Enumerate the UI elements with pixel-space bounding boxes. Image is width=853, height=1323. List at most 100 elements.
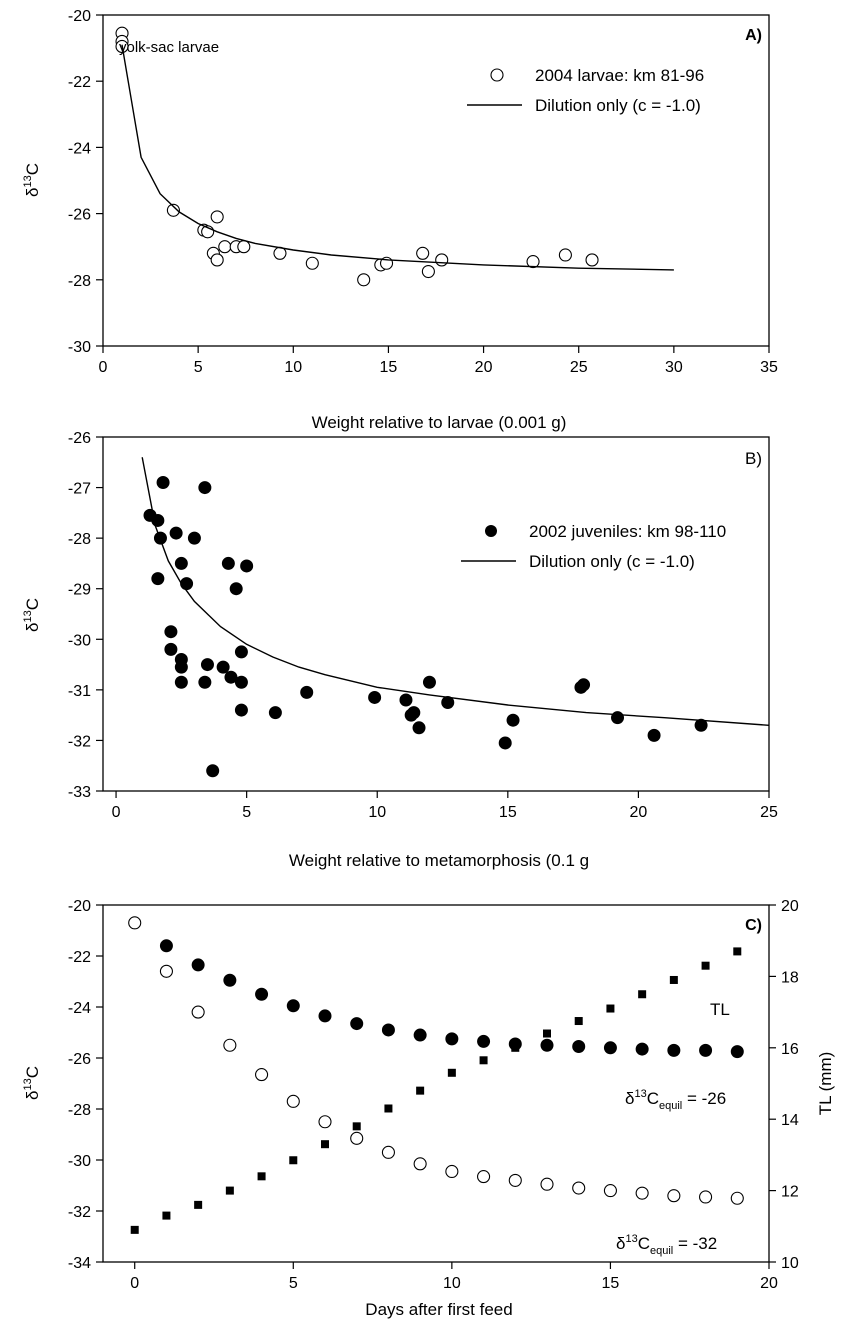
- data-point-filled: [240, 559, 254, 573]
- annotation-delta: δ: [625, 1089, 634, 1108]
- data-point-open: [477, 1170, 491, 1184]
- y-tick-label: -20: [68, 898, 91, 915]
- data-point-filled: [647, 728, 661, 742]
- data-point-filled: [198, 481, 212, 495]
- annotation-equil-26: δ13Cequil = -26: [625, 1088, 726, 1112]
- data-point-square: [257, 1172, 266, 1181]
- data-point-filled: [174, 556, 188, 570]
- x-tick-label: 15: [602, 1275, 620, 1292]
- data-point-open: [730, 1191, 744, 1205]
- x-tick-label: 25: [760, 804, 778, 821]
- data-point-filled: [506, 713, 520, 727]
- y-tick-label: -30: [68, 339, 91, 356]
- data-point-filled: [159, 939, 173, 953]
- data-point-square: [289, 1156, 298, 1165]
- data-point-filled: [174, 660, 188, 674]
- data-point-open: [416, 246, 430, 260]
- y-tick-label: -34: [68, 1255, 91, 1272]
- data-point-filled: [206, 764, 220, 778]
- y-tick-label: -28: [68, 531, 91, 548]
- plot-frame: [102, 14, 770, 347]
- data-point-filled: [234, 645, 248, 659]
- data-point-filled: [381, 1023, 395, 1037]
- series-line: [121, 44, 674, 271]
- data-point-open: [413, 1157, 427, 1171]
- data-point-square: [638, 990, 647, 999]
- annotation-equil-32: δ13Cequil = -32: [616, 1233, 717, 1257]
- data-point-square: [479, 1056, 488, 1065]
- data-point-square: [669, 975, 678, 984]
- y-axis-label-sup: 13: [22, 610, 34, 622]
- data-point-open: [435, 253, 449, 267]
- data-point-square: [606, 1004, 615, 1013]
- data-point-filled: [635, 1042, 649, 1056]
- y-axis-label-c: C: [23, 1066, 42, 1078]
- x-axis-label: Weight relative to metamorphosis (0.1 g: [289, 851, 589, 870]
- data-point-filled: [407, 706, 421, 720]
- data-point-filled: [234, 675, 248, 689]
- y-axis-label-c: C: [23, 598, 42, 610]
- data-point-open: [357, 273, 371, 287]
- data-point-square: [384, 1104, 393, 1113]
- data-point-filled: [169, 526, 183, 540]
- annotation-sub: equil: [659, 1100, 682, 1112]
- annotation-c: C: [638, 1234, 650, 1253]
- data-point-filled: [164, 642, 178, 656]
- x-axis-label: Weight relative to larvae (0.001 g): [312, 413, 567, 432]
- data-point-open: [699, 1190, 713, 1204]
- annotation-tl: TL: [710, 1000, 730, 1019]
- y-tick-label: -24: [68, 140, 91, 157]
- y2-tick-label: 18: [781, 969, 799, 986]
- data-point-open: [421, 264, 435, 279]
- data-point-filled: [180, 577, 194, 591]
- x-axis-label: Days after first feed: [365, 1300, 512, 1319]
- legend-label: 2002 juveniles: km 98-110: [529, 522, 726, 541]
- data-point-filled: [268, 706, 282, 720]
- series-dilution-only-c-1-0-: [121, 44, 674, 271]
- data-point-open: [218, 240, 232, 254]
- x-tick-label: 5: [194, 359, 203, 376]
- legend-label: Dilution only (c = -1.0): [529, 552, 695, 571]
- data-point-open: [558, 248, 572, 262]
- y2-tick-label: 12: [781, 1184, 799, 1201]
- y-axis-label-delta: δ: [23, 1091, 42, 1100]
- x-tick-label: 0: [130, 1275, 139, 1292]
- y-axis-label: δ13C: [22, 598, 42, 632]
- data-point-open: [210, 210, 224, 224]
- y-tick-label: -32: [68, 1204, 91, 1221]
- data-point-open: [210, 253, 224, 267]
- series--13c-equil-32: [128, 916, 744, 1205]
- series-2004-larvae-km-81-96: [115, 26, 599, 287]
- x-tick-label: 5: [242, 804, 251, 821]
- data-point-filled: [540, 1038, 554, 1052]
- data-point-open: [223, 1038, 237, 1052]
- data-point-filled: [498, 736, 512, 750]
- series-dilution-only-c-1-0-: [141, 457, 770, 726]
- chart-panel-2: 0 5 10 15 20 25 -33 -32 -31 -30 -29 -28 -27 -26 Weight…: [22, 430, 778, 870]
- y-axis-label: δ13C: [22, 163, 42, 197]
- annotation-delta: δ: [616, 1234, 625, 1253]
- data-point-square: [543, 1029, 551, 1038]
- data-point-square: [162, 1211, 171, 1220]
- data-point-filled: [667, 1043, 681, 1057]
- data-point-filled: [399, 693, 413, 707]
- y-tick-label: -31: [68, 683, 91, 700]
- data-point-square: [194, 1200, 203, 1209]
- data-point-filled: [730, 1045, 744, 1059]
- data-point-filled: [422, 675, 436, 689]
- y2-tick-label: 16: [781, 1041, 799, 1058]
- data-point-filled: [611, 711, 625, 725]
- legend-label: Dilution only (c = -1.0): [535, 96, 701, 115]
- y-tick-label: -30: [68, 632, 91, 649]
- data-point-open: [237, 240, 251, 254]
- y-tick-label: -33: [68, 784, 91, 801]
- series--13c-equil-26: [159, 939, 744, 1059]
- data-point-open: [159, 964, 173, 978]
- x-tick-label: 15: [499, 804, 517, 821]
- y-tick-label: -28: [68, 273, 91, 290]
- data-point-filled: [577, 678, 591, 692]
- data-point-square: [352, 1122, 361, 1131]
- y-tick-label: -26: [68, 430, 91, 447]
- data-point-open: [286, 1094, 300, 1108]
- plot-frame: [102, 436, 770, 792]
